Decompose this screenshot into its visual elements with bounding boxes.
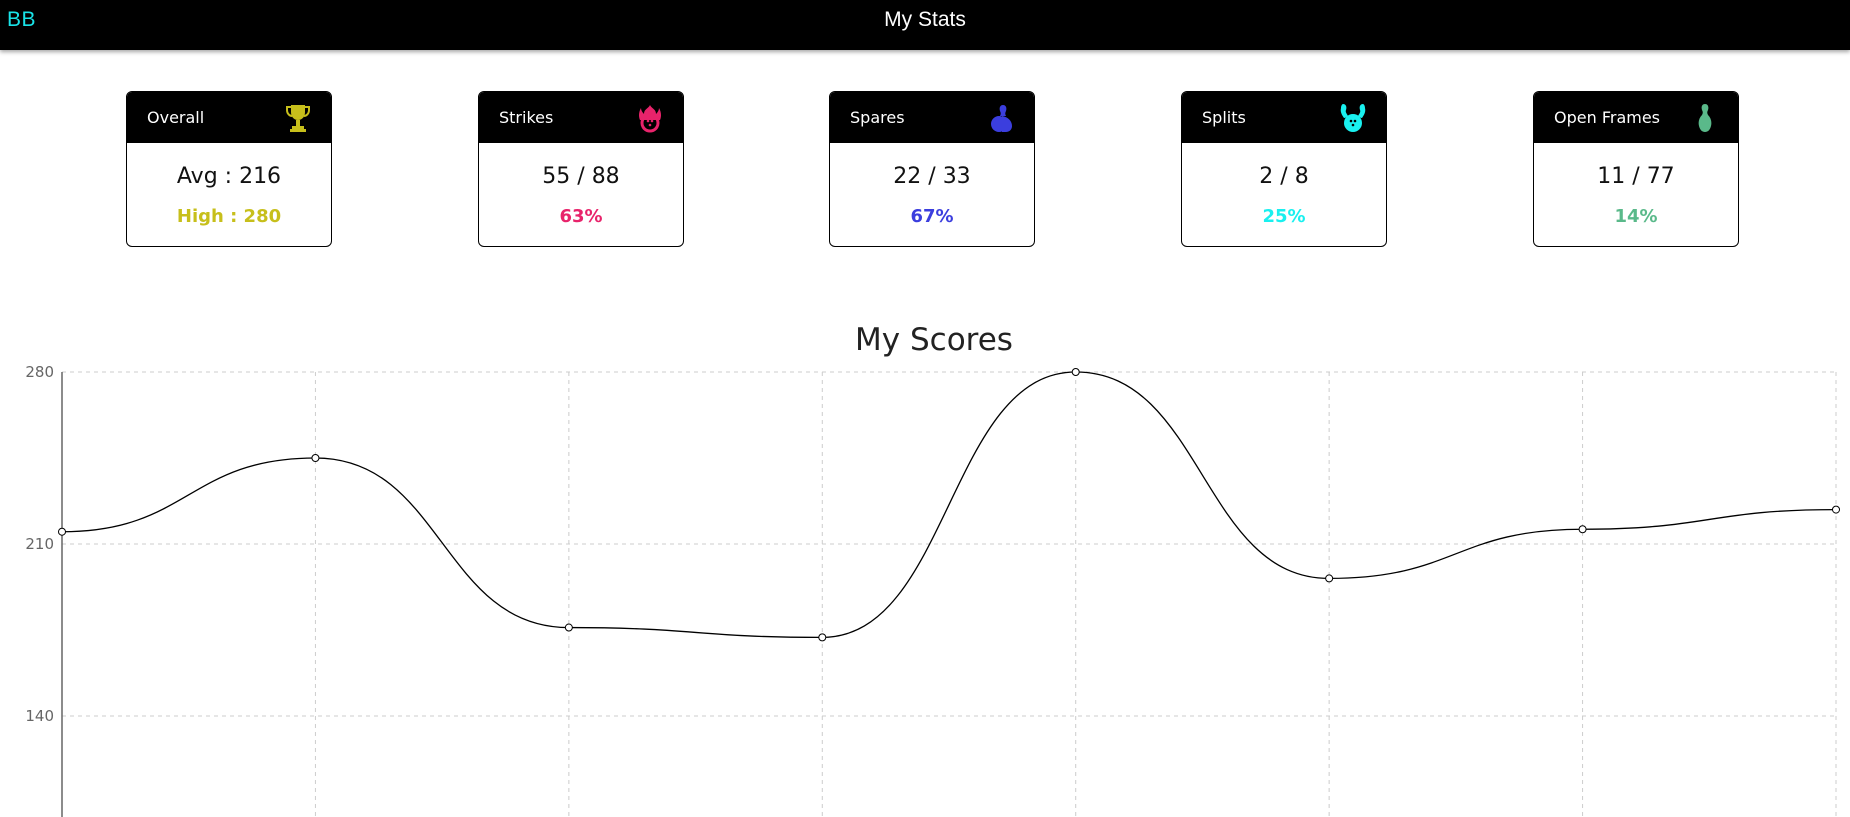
stat-card-overall: Overall Avg : 216 High : 280: [126, 91, 332, 247]
card-title: Overall: [147, 108, 205, 127]
score-line: [61, 371, 1837, 639]
spare-icon: [991, 105, 1012, 132]
card-sub: 25%: [1262, 206, 1306, 227]
card-title: Spares: [850, 108, 905, 127]
score-point: [1325, 574, 1334, 583]
stat-card-open-frames: Open Frames 11 / 77 14%: [1533, 91, 1739, 247]
brand-logo[interactable]: BB: [7, 8, 37, 31]
card-title: Open Frames: [1554, 108, 1661, 127]
stat-card-strikes: Strikes 55 / 88 63%: [478, 91, 684, 247]
card-sub: 67%: [910, 206, 954, 227]
card-header: Strikes: [479, 92, 683, 143]
score-point: [58, 527, 66, 536]
card-header: Overall: [127, 92, 331, 143]
card-header: Spares: [830, 92, 1034, 143]
card-value: 22 / 33: [893, 164, 971, 189]
card-title: Strikes: [499, 108, 554, 127]
score-point: [1832, 505, 1840, 514]
card-title: Splits: [1202, 108, 1246, 127]
pin-icon: [1698, 104, 1712, 132]
y-tick-label: 210: [25, 535, 54, 553]
score-point: [311, 454, 320, 462]
card-sub: 63%: [559, 206, 603, 227]
scores-line-chart: 140 210 280: [25, 363, 1840, 817]
stat-card-spares: Spares 22 / 33 67%: [829, 91, 1035, 247]
card-value: 11 / 77: [1597, 164, 1675, 189]
card-value: 2 / 8: [1259, 164, 1309, 189]
card-sub: 14%: [1614, 206, 1658, 227]
stat-card-splits: Splits 2 / 8 25%: [1181, 91, 1387, 247]
card-sub: High : 280: [176, 206, 282, 227]
y-tick-label: 280: [25, 363, 54, 381]
trophy-icon: [286, 105, 310, 132]
chart-title: My Scores: [855, 322, 1013, 358]
score-point: [818, 633, 827, 642]
card-header: Open Frames: [1534, 92, 1738, 143]
score-point: [564, 623, 573, 632]
page-title: My Stats: [884, 8, 966, 31]
y-tick-label: 140: [25, 707, 54, 725]
card-value: Avg : 216: [176, 164, 282, 189]
score-point: [1578, 525, 1587, 534]
top-navbar: BB My Stats: [0, 0, 1850, 50]
score-point: [1071, 368, 1080, 376]
card-value: 55 / 88: [542, 164, 620, 189]
card-header: Splits: [1182, 92, 1386, 143]
strike-icon: [639, 105, 661, 133]
split-icon: [1340, 104, 1366, 132]
